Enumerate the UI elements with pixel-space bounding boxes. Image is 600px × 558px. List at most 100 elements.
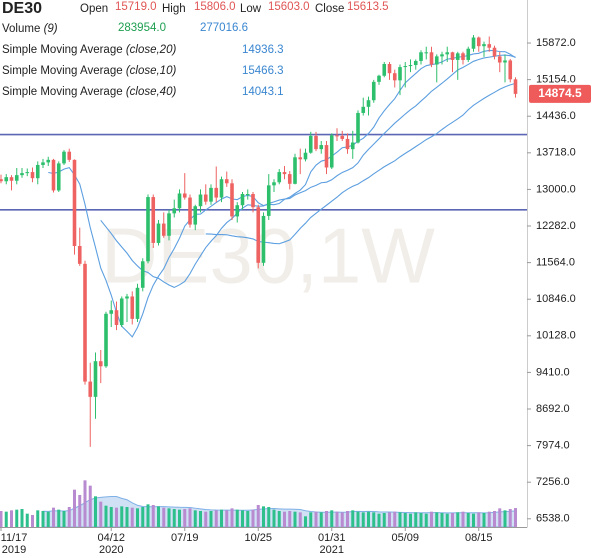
volume-bar: [193, 510, 197, 527]
candle-body: [156, 223, 161, 243]
volume-bar: [25, 513, 29, 527]
candle-body: [272, 182, 276, 186]
volume-bar: [172, 509, 176, 527]
volume-bar: [461, 511, 465, 527]
candle-body: [445, 52, 450, 55]
candle-body: [293, 157, 297, 184]
candle-body: [77, 245, 82, 264]
y-tick-label: 15154.0: [536, 74, 576, 86]
volume-bar: [115, 507, 118, 527]
year-label: 2020: [99, 544, 123, 556]
candle-body: [83, 263, 87, 382]
volume-bar: [199, 511, 202, 527]
candle-body: [503, 60, 507, 63]
candle-body: [35, 164, 40, 179]
volume-bar: [120, 506, 124, 527]
indicator-name: Simple Moving Average: [2, 44, 123, 56]
candle-body: [209, 187, 213, 202]
candle-body: [345, 138, 350, 150]
watermark: DE30,1W: [101, 212, 435, 300]
x-tick-label: 01/31: [318, 532, 346, 544]
volume-bar: [214, 510, 218, 527]
candle-body: [219, 179, 224, 198]
candle-body: [356, 112, 360, 143]
volume-bar: [477, 512, 481, 527]
field-label: Open: [80, 3, 108, 15]
indicator-name: Simple Moving Average: [2, 86, 123, 98]
candle-body: [335, 135, 339, 137]
candle-body: [56, 163, 61, 191]
candle-body: [182, 193, 187, 198]
volume-bar: [262, 506, 265, 527]
volume-bar: [141, 507, 145, 527]
candle-body: [329, 135, 334, 168]
candle-body: [193, 206, 198, 225]
candle-body: [413, 60, 418, 66]
candle-body: [14, 175, 19, 181]
volume-bar: [293, 511, 297, 527]
candle-body: [466, 48, 471, 60]
candle-body: [0, 179, 3, 182]
candle-body: [119, 298, 124, 325]
volume-name: Volume: [2, 23, 40, 35]
volume-bar: [346, 511, 349, 527]
candle-body: [277, 172, 282, 183]
candle-body: [224, 179, 229, 184]
candle-body: [4, 177, 9, 182]
volume-value: 283954.0: [118, 22, 166, 34]
volume-bar: [325, 511, 328, 527]
candle-body: [371, 81, 376, 101]
volume-bar: [46, 511, 50, 527]
candle-body: [387, 64, 392, 74]
volume-bar: [451, 513, 454, 527]
volume-bar: [267, 507, 271, 527]
volume-bar: [304, 516, 307, 527]
candle-body: [314, 135, 318, 150]
candle-body: [319, 145, 324, 150]
candle-body: [256, 207, 261, 263]
volume-bar: [31, 515, 34, 527]
candle-body: [93, 361, 98, 397]
volume-bar: [94, 496, 97, 527]
volume-bar: [162, 507, 166, 527]
volume-bar: [314, 511, 318, 527]
indicator-params: (close,10): [126, 65, 177, 77]
volume-bar: [498, 508, 502, 527]
candle-body: [203, 194, 208, 202]
volume-bar: [183, 509, 187, 527]
volume-bar: [330, 510, 334, 527]
candle-body: [109, 310, 114, 314]
x-tick-label: 10/25: [244, 532, 272, 544]
candle-body: [51, 159, 56, 191]
volume-bar: [151, 505, 155, 527]
volume-bar: [393, 511, 397, 527]
candle-body: [146, 197, 150, 262]
volume-bar: [62, 511, 66, 527]
volume-bar: [367, 511, 370, 527]
candle-body: [398, 67, 402, 81]
candle-body: [298, 157, 303, 160]
y-tick-label: 12282.0: [536, 220, 576, 232]
candle-body: [151, 197, 156, 243]
sma-line: [100, 54, 516, 289]
candle-body: [476, 37, 481, 47]
volume-bar: [356, 511, 360, 527]
volume-bar: [335, 511, 339, 527]
volume-bar: [15, 509, 19, 527]
volume-bar: [4, 511, 8, 527]
volume-bar: [466, 513, 470, 527]
year-label: 2019: [2, 544, 26, 556]
volume-bar: [419, 513, 423, 527]
y-tick-label: 7256.0: [536, 476, 570, 488]
indicator-label: Simple Moving Average (close,20): [2, 44, 176, 56]
symbol: DE30: [2, 0, 42, 17]
volume-bar: [503, 510, 507, 527]
candle-body: [382, 64, 387, 76]
volume-bar: [251, 509, 255, 527]
volume-bar: [246, 511, 250, 527]
candle-body: [424, 52, 429, 54]
volume-bar: [20, 509, 24, 527]
volume-bar: [482, 513, 486, 527]
volume-bar: [372, 512, 376, 527]
candle-body: [434, 56, 439, 65]
